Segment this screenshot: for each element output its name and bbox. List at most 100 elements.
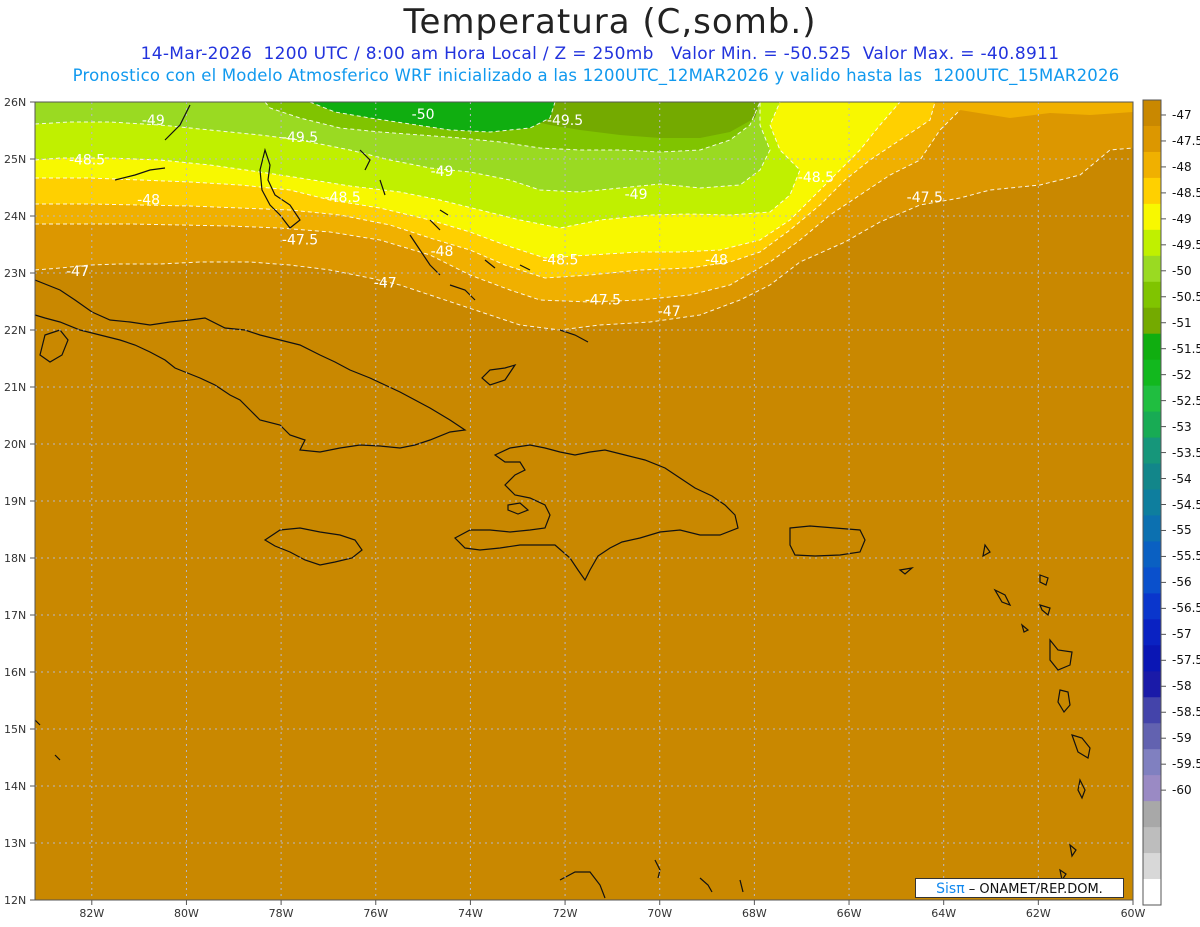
- colorbar-label: -50: [1172, 263, 1192, 278]
- contour-label: -49: [431, 164, 454, 180]
- colorbar-label: -59: [1172, 731, 1192, 746]
- lon-tick-label: 60W: [1121, 907, 1146, 920]
- colorbar-swatch: [1143, 515, 1161, 542]
- colorbar-swatch: [1143, 385, 1161, 413]
- colorbar-label: -50.5: [1172, 289, 1200, 304]
- lat-tick-label: 23N: [4, 267, 26, 280]
- lat-tick-label: 19N: [4, 495, 26, 508]
- colorbar-swatch: [1143, 307, 1161, 335]
- colorbar-swatch: [1143, 177, 1161, 205]
- lon-tick-label: 68W: [742, 907, 767, 920]
- colorbar-swatch: [1143, 619, 1161, 646]
- lon-tick-label: 76W: [363, 907, 388, 920]
- colorbar-swatch: [1143, 100, 1161, 127]
- colorbar-swatch: [1143, 801, 1161, 828]
- colorbar-label: -52: [1172, 367, 1192, 382]
- lat-tick-label: 14N: [4, 780, 26, 793]
- colorbar-label: -51.5: [1172, 341, 1200, 356]
- lat-tick-label: 21N: [4, 381, 26, 394]
- contour-label: -48.5: [542, 252, 578, 268]
- colorbar-label: -52.5: [1172, 393, 1200, 408]
- colorbar-swatch: [1143, 723, 1161, 750]
- colorbar-label: -48.5: [1172, 185, 1200, 200]
- contour-label: -47: [658, 304, 681, 320]
- lon-tick-label: 80W: [174, 907, 199, 920]
- contour-label: -48.5: [798, 170, 834, 186]
- colorbar-swatch: [1143, 853, 1161, 880]
- colorbar-label: -54: [1172, 471, 1192, 486]
- colorbar-swatch: [1143, 697, 1161, 724]
- colorbar-swatch: [1143, 489, 1161, 516]
- colorbar-swatch: [1143, 567, 1161, 594]
- lat-tick-label: 22N: [4, 324, 26, 337]
- cuba-coastline: [35, 279, 467, 453]
- colorbar-label: -48: [1172, 159, 1192, 174]
- band-minus-51-5: [310, 102, 555, 132]
- colorbar-swatch: [1143, 203, 1161, 231]
- contour-label: -48: [431, 244, 454, 260]
- contour-label: -48.5: [69, 153, 105, 169]
- contour-label: -50: [412, 107, 435, 123]
- lat-tick-label: 24N: [4, 210, 26, 223]
- contour-label: -47: [66, 264, 89, 280]
- colorbar-swatch: [1143, 879, 1161, 906]
- band-minus-51: [500, 102, 760, 138]
- colorbar-label: -53.5: [1172, 445, 1200, 460]
- lon-tick-label: 82W: [79, 907, 104, 920]
- colorbar-label: -58.5: [1172, 705, 1200, 720]
- credit-text: – ONAMET/REP.DOM.: [968, 882, 1103, 897]
- colorbar-swatch: [1143, 333, 1161, 361]
- colorbar-label: -57.5: [1172, 653, 1200, 668]
- colorbar-label: -47.5: [1172, 133, 1200, 148]
- lat-tick-label: 16N: [4, 666, 26, 679]
- colorbar-swatch: [1143, 775, 1161, 802]
- colorbar-swatch: [1143, 645, 1161, 672]
- colorbar-swatch: [1143, 281, 1161, 309]
- contour-label: -47.5: [585, 292, 621, 308]
- colorbar-swatch: [1143, 827, 1161, 854]
- colorbar-label: -56: [1172, 575, 1192, 590]
- valid-time-subtitle: 14-Mar-2026 1200 UTC / 8:00 am Hora Loca…: [140, 44, 1060, 64]
- colorbar-swatch: [1143, 411, 1161, 439]
- colorbar-label: -49.5: [1172, 237, 1200, 252]
- colorbar-swatch: [1143, 541, 1161, 568]
- colorbar-swatch: [1143, 255, 1161, 283]
- sispi-logo: Sisπ: [936, 881, 965, 897]
- lon-tick-label: 78W: [269, 907, 294, 920]
- colorbar-label: -58: [1172, 679, 1192, 694]
- jamaica-coastline: [263, 527, 363, 566]
- colorbar-swatch: [1143, 229, 1161, 257]
- chart-title: Temperatura (C,somb.): [403, 2, 817, 42]
- lon-tick-label: 74W: [458, 907, 483, 920]
- gonave-coastline: [507, 502, 530, 515]
- colorbar-label: -55.5: [1172, 549, 1200, 564]
- contour-label: -47.5: [907, 190, 943, 206]
- colorbar-label: -49: [1172, 211, 1192, 226]
- lat-tick-label: 25N: [4, 153, 26, 166]
- contour-label: -49: [142, 113, 165, 129]
- lat-tick-label: 17N: [4, 609, 26, 622]
- colorbar-swatch: [1143, 463, 1161, 491]
- colorbar-label: -55: [1172, 523, 1192, 538]
- contour-label: -47: [374, 275, 397, 291]
- colorbar-swatch: [1143, 125, 1161, 153]
- colorbar-label: -57: [1172, 627, 1192, 642]
- lon-tick-label: 64W: [931, 907, 956, 920]
- contour-label: -48: [705, 252, 728, 268]
- colorbar-swatch: [1143, 671, 1161, 698]
- credit-box: Sisπ – ONAMET/REP.DOM.: [915, 878, 1124, 898]
- colorbar-label: -54.5: [1172, 497, 1200, 512]
- lon-tick-label: 72W: [553, 907, 578, 920]
- contour-label: -49.5: [547, 113, 583, 129]
- hispaniola-coastline: [454, 444, 739, 582]
- colorbar-swatch: [1143, 749, 1161, 776]
- colorbar-label: -47: [1172, 107, 1192, 122]
- puerto-rico-coastline: [789, 525, 866, 557]
- lat-tick-label: 15N: [4, 723, 26, 736]
- lat-tick-label: 26N: [4, 96, 26, 109]
- colorbar-label: -59.5: [1172, 757, 1200, 772]
- colorbar-swatch: [1143, 593, 1161, 620]
- colorbar-label: -51: [1172, 315, 1192, 330]
- colorbar-label: -60: [1172, 783, 1192, 798]
